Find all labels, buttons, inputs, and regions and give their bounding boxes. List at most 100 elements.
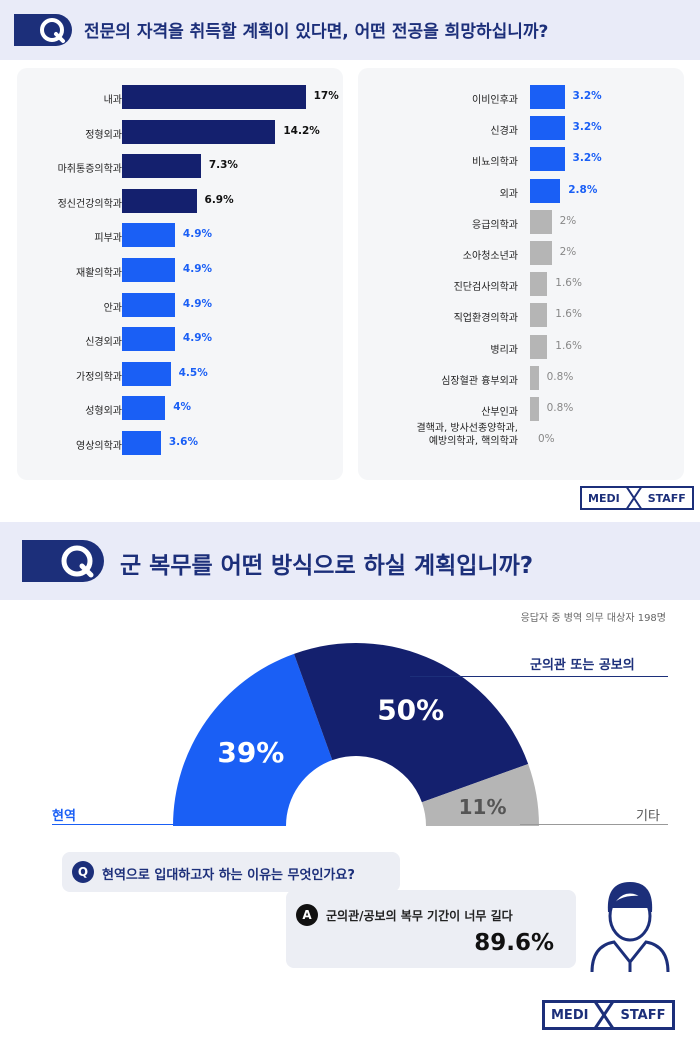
medistaff-logo: MEDI STAFF <box>580 486 694 510</box>
bar <box>530 147 565 172</box>
bar-category-label: 신경과 <box>490 126 518 138</box>
bar-category-label: 진단검사의학과 <box>453 282 518 294</box>
section1-header: 전문의 자격을 취득할 계획이 있다면, 어떤 전공을 희망하십니까? <box>0 0 700 60</box>
question-badge-icon <box>14 14 72 46</box>
bar-value-label: 4.9% <box>182 263 213 275</box>
bar-value-label: 4% <box>173 401 192 414</box>
bar-value-label: 4.9% <box>182 332 213 345</box>
bar-category-label: 가정의학과 <box>76 371 122 383</box>
bar-category-label: 재활의학과 <box>76 268 122 279</box>
bar-category-label: 소아청소년과 <box>462 251 518 262</box>
bar <box>122 85 306 109</box>
donut-slice-1 <box>173 653 333 826</box>
bar <box>122 396 166 421</box>
donut-slice-3 <box>421 764 539 826</box>
bar-value-label: 6.9% <box>204 193 234 206</box>
bar-value-label: 1.6% <box>555 308 582 321</box>
bar-value-label: 7.3% <box>208 159 238 172</box>
bar-value-label: 14.2% <box>283 124 320 137</box>
bar-category-label: 결핵과, 방사선종양학과, 예방의학과, 핵의학과 <box>416 423 518 448</box>
bar-category-label: 직업환경의학과 <box>453 313 518 325</box>
bar-value-label: 3.2% <box>572 152 602 165</box>
bar <box>530 178 561 203</box>
bar-value-label: 2% <box>559 214 577 227</box>
bar-value-label: 3.2% <box>572 121 602 134</box>
bar <box>122 188 197 213</box>
bar-category-label: 산부인과 <box>481 407 518 418</box>
bar-category-label: 비뇨의학과 <box>472 157 518 169</box>
legend-military-doctor: 군의관 또는 공보의 <box>530 658 635 673</box>
bar <box>530 272 548 297</box>
legend-active-duty: 현역 <box>52 809 76 824</box>
respondent-note: 응답자 중 병역 의무 대상자 198명 <box>520 613 666 624</box>
section2-header: 군 복무를 어떤 방식으로 하실 계획입니까? <box>0 522 700 600</box>
bar-value-label: 0.8% <box>546 370 574 383</box>
q-letter-icon: Q <box>72 861 94 883</box>
bar-chart-panel-right <box>358 68 684 480</box>
donut-value-label: 11% <box>459 795 507 819</box>
bar <box>530 116 565 141</box>
bar-value-label: 0% <box>538 433 555 446</box>
bar <box>530 397 539 421</box>
bar-value-label: 4.9% <box>182 297 213 310</box>
question-badge-icon <box>22 540 104 582</box>
donut-value-label: 39% <box>217 736 284 769</box>
donut-slice-2 <box>294 643 529 803</box>
bar-value-label: 3.6% <box>168 436 198 448</box>
legend-line-military-doctor <box>410 676 668 677</box>
half-donut-chart: 39% 50% 11% <box>173 643 539 826</box>
bar <box>122 258 175 282</box>
bar <box>122 154 201 179</box>
bar-value-label: 1.6% <box>555 277 582 290</box>
bar-value-label: 2.8% <box>568 183 598 196</box>
bar <box>530 241 552 265</box>
bar-category-label: 외과 <box>499 188 518 200</box>
bar-value-label: 17% <box>313 90 339 102</box>
section1-title: 전문의 자격을 취득할 계획이 있다면, 어떤 전공을 희망하십니까? <box>84 22 549 42</box>
bar-category-label: 안과 <box>103 302 122 314</box>
bar-category-label: 영상의학과 <box>76 441 122 452</box>
legend-line-active-duty <box>52 824 182 825</box>
bar <box>530 303 548 328</box>
bar-value-label: 4.9% <box>182 228 213 241</box>
a-letter-icon: A <box>296 904 318 926</box>
bar-category-label: 응급의학과 <box>472 219 518 231</box>
legend-line-other <box>520 824 668 825</box>
medistaff-logo-bottom: MEDI STAFF <box>542 1000 675 1030</box>
bar-category-label: 마취통증의학과 <box>57 164 122 176</box>
bar-category-label: 정신건강의학과 <box>57 198 122 210</box>
bar <box>122 431 161 455</box>
person-avatar-icon <box>590 882 670 973</box>
bar-value-label: 0.8% <box>546 402 574 414</box>
bar-category-label: 심장혈관 흉부외과 <box>441 375 518 387</box>
bar <box>122 361 171 386</box>
logo-x-icon <box>594 1000 615 1030</box>
section2-title: 군 복무를 어떤 방식으로 하실 계획입니까? <box>120 553 534 579</box>
logo-medi-text: MEDI <box>588 491 620 505</box>
bar <box>530 334 548 359</box>
bar-value-label: 3.2% <box>572 90 602 102</box>
logo-staff-text: STAFF <box>647 491 686 505</box>
logo-x-icon <box>625 486 642 510</box>
bar-category-label: 신경외과 <box>85 337 122 349</box>
legend-other: 기타 <box>636 809 660 824</box>
logo-medi-text: MEDI <box>551 1007 589 1023</box>
bar <box>122 223 175 248</box>
bar <box>122 119 276 144</box>
bar <box>530 85 565 109</box>
bar-category-label: 병리과 <box>490 344 518 356</box>
bar-value-label: 4.5% <box>178 366 208 379</box>
followup-answer-bubble: A 군의관/공보의 복무 기간이 너무 길다 89.6% <box>286 890 576 968</box>
followup-answer-value: 89.6% <box>474 930 554 956</box>
bar-value-label: 1.6% <box>555 339 582 352</box>
bar <box>122 327 175 352</box>
bar-category-label: 피부과 <box>94 233 122 245</box>
bar-category-label: 성형외과 <box>85 406 122 418</box>
bar-category-label: 이비인후과 <box>472 95 518 106</box>
followup-answer-text: 군의관/공보의 복무 기간이 너무 길다 <box>326 909 513 923</box>
bar <box>122 292 175 317</box>
donut-value-label: 50% <box>377 694 444 727</box>
bar <box>530 209 552 234</box>
followup-question-bubble: Q 현역으로 입대하고자 하는 이유는 무엇인가요? <box>62 852 400 892</box>
followup-question-text: 현역으로 입대하고자 하는 이유는 무엇인가요? <box>102 868 355 883</box>
